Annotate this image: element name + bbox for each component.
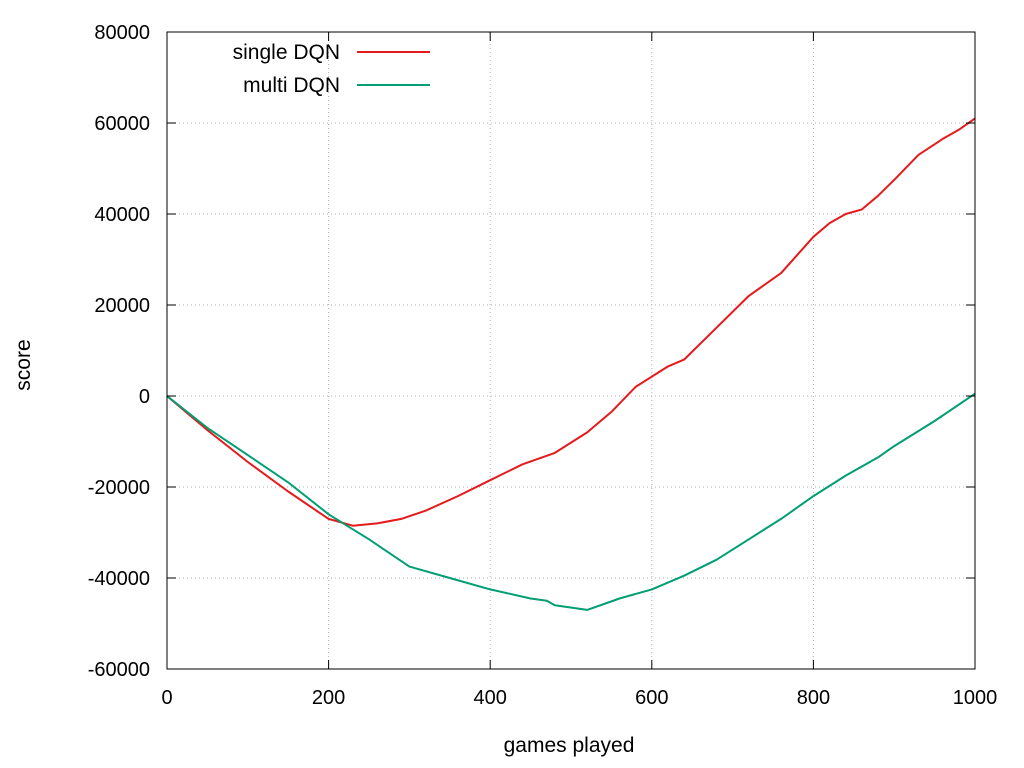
grid-layer — [167, 32, 975, 669]
series-line-multi-dqn — [166, 392, 976, 611]
y-tick-label: 80000 — [94, 22, 150, 44]
series-layer — [166, 117, 976, 611]
x-tick-label: 800 — [797, 687, 830, 709]
y-tick-label: -20000 — [88, 477, 150, 499]
y-tick-labels: -60000 -40000 -20000 0 20000 40000 60000 80000 — [88, 22, 150, 681]
x-tick-label: 1000 — [953, 687, 998, 709]
y-tick-label: 60000 — [94, 113, 150, 135]
legend-label-single-dqn: single DQN — [233, 41, 340, 64]
y-tick-label: 20000 — [94, 295, 150, 317]
x-tick-label: 600 — [635, 687, 668, 709]
x-tick-label: 0 — [161, 687, 172, 709]
legend-label-multi-dqn: multi DQN — [243, 74, 340, 97]
plot-frame — [166, 31, 976, 670]
ticks-layer — [166, 31, 976, 670]
x-tick-label: 200 — [312, 687, 345, 709]
y-tick-label: 40000 — [94, 204, 150, 226]
y-axis-label: score — [12, 339, 35, 390]
y-tick-label: -40000 — [88, 568, 150, 590]
x-tick-label: 400 — [474, 687, 507, 709]
series-line-single-dqn — [166, 117, 976, 527]
legend: single DQN multi DQN — [233, 41, 430, 97]
x-axis-label: games played — [504, 734, 635, 757]
x-tick-labels: 0 200 400 600 800 1000 — [161, 687, 997, 709]
y-tick-label: 0 — [139, 386, 150, 408]
y-tick-label: -60000 — [88, 659, 150, 681]
